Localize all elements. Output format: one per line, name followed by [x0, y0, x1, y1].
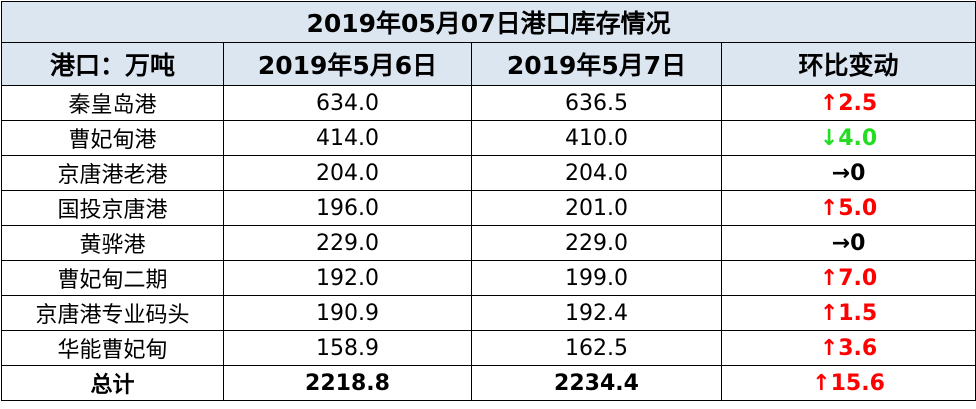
port-cell: 华能曹妃甸	[1, 330, 224, 366]
value-cell: 162.5	[471, 330, 722, 366]
value-cell: 199.0	[471, 260, 722, 296]
change-cell: ↑2.5	[720, 85, 976, 121]
port-cell: 黄骅港	[1, 225, 224, 261]
table-body: 2019年05月07日港口库存情况 港口：万吨 2019年5月6日 2019年5月7…	[0, 1, 976, 401]
change-cell: →0	[720, 155, 976, 191]
header-cell: 港口：万吨	[1, 42, 224, 86]
value-cell: 414.0	[223, 120, 472, 156]
table-title: 2019年05月07日港口库存情况	[0, 1, 976, 43]
change-cell: ↑7.0	[720, 260, 976, 296]
value-cell: 192.0	[223, 260, 472, 296]
change-cell: ↑1.5	[720, 295, 976, 331]
value-cell: 229.0	[223, 225, 472, 261]
data-row: 秦皇岛港 634.0 636.5 ↑2.5	[1, 85, 976, 121]
value-cell: 410.0	[471, 120, 722, 156]
value-cell: 192.4	[471, 295, 722, 331]
port-cell: 曹妃甸港	[1, 120, 224, 156]
value-cell: 158.9	[223, 330, 472, 366]
value-cell: 229.0	[471, 225, 722, 261]
header-row: 港口：万吨 2019年5月6日 2019年5月7日 环比变动	[1, 42, 976, 86]
value-cell: 201.0	[471, 190, 722, 226]
value-cell: 196.0	[223, 190, 472, 226]
header-cell: 2019年5月7日	[471, 42, 722, 86]
total-cell: 总计	[1, 365, 224, 401]
value-cell: 190.9	[223, 295, 472, 331]
value-cell: 636.5	[471, 85, 722, 121]
data-row: 京唐港老港 204.0 204.0 →0	[1, 155, 976, 191]
value-cell: 204.0	[471, 155, 722, 191]
title-row: 2019年05月07日港口库存情况	[0, 1, 976, 43]
total-change-cell: ↑15.6	[720, 365, 976, 401]
data-row: 国投京唐港 196.0 201.0 ↑5.0	[1, 190, 976, 226]
value-cell: 204.0	[223, 155, 472, 191]
port-cell: 京唐港专业码头	[1, 295, 224, 331]
port-cell: 国投京唐港	[1, 190, 224, 226]
data-row: 京唐港专业码头 190.9 192.4 ↑1.5	[1, 295, 976, 331]
port-cell: 曹妃甸二期	[1, 260, 224, 296]
data-row: 曹妃甸二期 192.0 199.0 ↑7.0	[1, 260, 976, 296]
change-cell: ↑3.6	[720, 330, 976, 366]
data-row: 曹妃甸港 414.0 410.0 ↓4.0	[1, 120, 976, 156]
port-cell: 秦皇岛港	[1, 85, 224, 121]
total-cell: 2218.8	[223, 365, 472, 401]
data-row: 黄骅港 229.0 229.0 →0	[1, 225, 976, 261]
total-cell: 2234.4	[471, 365, 722, 401]
header-cell: 2019年5月6日	[223, 42, 472, 86]
total-row: 总计 2218.8 2234.4 ↑15.6	[1, 365, 976, 401]
change-cell: ↓4.0	[720, 120, 976, 156]
change-cell: ↑5.0	[720, 190, 976, 226]
port-cell: 京唐港老港	[1, 155, 224, 191]
data-row: 华能曹妃甸 158.9 162.5 ↑3.6	[1, 330, 976, 366]
header-cell: 环比变动	[720, 42, 976, 86]
change-cell: →0	[720, 225, 976, 261]
inventory-table: 2019年05月07日港口库存情况 港口：万吨 2019年5月6日 2019年5月7…	[0, 1, 976, 401]
value-cell: 634.0	[223, 85, 472, 121]
